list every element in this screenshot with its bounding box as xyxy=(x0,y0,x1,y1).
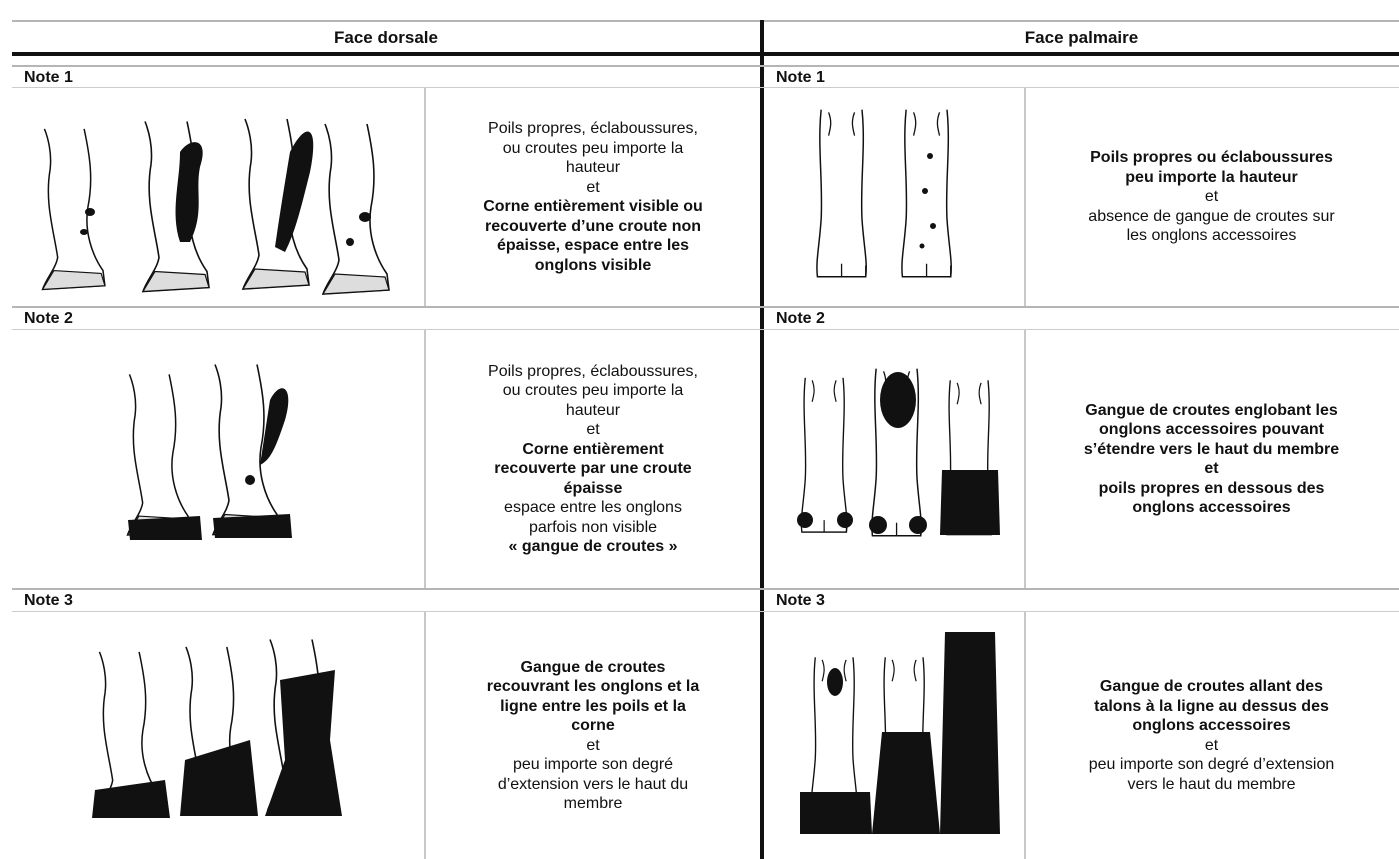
cell-divider xyxy=(424,330,426,588)
rule xyxy=(12,65,1399,67)
text-line: les onglons accessoires xyxy=(1126,227,1297,245)
illustration xyxy=(797,367,1000,537)
text-line: épaisse, espace entre les xyxy=(496,237,690,254)
cell-divider xyxy=(1024,330,1026,588)
column-header: Face palmaire xyxy=(1024,28,1139,47)
note-label: Note 1 xyxy=(776,69,825,86)
text-line: « gangue de croutes » xyxy=(508,538,678,555)
rule xyxy=(12,87,1399,88)
illustration xyxy=(92,638,342,818)
text-line: Corne entièrement visible ou xyxy=(483,198,703,215)
text-line: corne xyxy=(571,717,615,734)
description: Gangue de croutes recouvrant les onglons … xyxy=(428,612,758,859)
text-line: onglons accessoires pouvant xyxy=(1099,421,1324,438)
text-line: peu importe la hauteur xyxy=(1125,168,1298,186)
text-line: recouverte par une croute xyxy=(494,460,692,477)
illustration xyxy=(800,632,1000,834)
text-line: peu importe son degré xyxy=(512,756,674,773)
text-line: recouvrant les onglons et la xyxy=(486,678,700,695)
text-line: onglons visible xyxy=(534,256,652,274)
divider xyxy=(760,20,764,859)
cell-divider xyxy=(424,612,426,859)
text-line: Gangue de croutes englobant les xyxy=(1085,401,1338,419)
text-line: Corne entièrement xyxy=(522,440,664,458)
description: Poils propres, éclaboussures, ou croutes … xyxy=(428,88,758,306)
note-label: Note 1 xyxy=(24,69,73,86)
header-rule xyxy=(12,52,1399,56)
text-line: et xyxy=(586,421,600,438)
text-line: Gangue de croutes allant des xyxy=(1099,678,1324,695)
illustration xyxy=(816,108,953,278)
text-line: ligne entre les poils et la xyxy=(500,697,686,715)
text-line: Gangue de croutes xyxy=(520,658,666,676)
text-line: épaisse xyxy=(563,479,623,497)
column-header: Face dorsale xyxy=(334,28,438,47)
text-line: onglons accessoires xyxy=(1132,717,1291,734)
text-line: Poils propres, éclaboussures, xyxy=(488,362,698,380)
illustration xyxy=(126,363,292,540)
note-label: Note 2 xyxy=(24,310,73,327)
text-line: recouverte d’une croute non xyxy=(484,217,702,235)
text-line: Poils propres ou éclaboussures xyxy=(1090,149,1333,167)
cell-divider xyxy=(1024,612,1026,859)
text-line: espace entre les onglons xyxy=(504,499,682,516)
text-line: et xyxy=(1204,188,1219,206)
rule xyxy=(12,329,1399,330)
text-line: hauteur xyxy=(565,159,621,176)
description: Gangue de croutes allant des talons à la … xyxy=(1028,612,1395,859)
illustration xyxy=(41,118,390,295)
description: Gangue de croutes englobant les onglons a… xyxy=(1028,330,1395,588)
note-label: Note 3 xyxy=(24,592,73,609)
text-line: d’extension vers le haut du xyxy=(497,775,689,793)
text-line: poils propres en dessous des xyxy=(1098,479,1325,497)
cell-divider xyxy=(1024,88,1026,306)
text-line: Poils propres, éclaboussures, xyxy=(488,120,698,137)
text-line: vers le haut du membre xyxy=(1127,775,1296,793)
text-line: et xyxy=(1204,736,1219,754)
cell-divider xyxy=(424,88,426,306)
description: Poils propres ou éclaboussures peu import… xyxy=(1028,88,1395,306)
note-label: Note 3 xyxy=(776,592,825,609)
rule xyxy=(12,306,1399,308)
rule xyxy=(12,588,1399,590)
rule xyxy=(12,611,1399,612)
text-line: onglons accessoires xyxy=(1132,499,1291,516)
text-line: et xyxy=(586,178,600,196)
text-line: ou croutes peu importe la xyxy=(502,139,684,157)
text-line: membre xyxy=(563,795,623,812)
rule xyxy=(12,20,1399,22)
text-line: peu importe son degré d’extension xyxy=(1088,756,1335,773)
text-line: et xyxy=(1204,460,1219,477)
text-line: parfois non visible xyxy=(528,518,658,536)
text-line: absence de gangue de croutes sur xyxy=(1088,207,1335,225)
text-line: s’étendre vers le haut du membre xyxy=(1083,440,1340,458)
text-line: et xyxy=(586,736,600,754)
text-line: talons à la ligne au dessus des xyxy=(1094,697,1329,715)
description: Poils propres, éclaboussures, ou croutes … xyxy=(428,330,758,588)
text-line: ou croutes peu importe la xyxy=(502,382,684,399)
note-label: Note 2 xyxy=(776,310,825,327)
text-line: hauteur xyxy=(565,401,621,419)
